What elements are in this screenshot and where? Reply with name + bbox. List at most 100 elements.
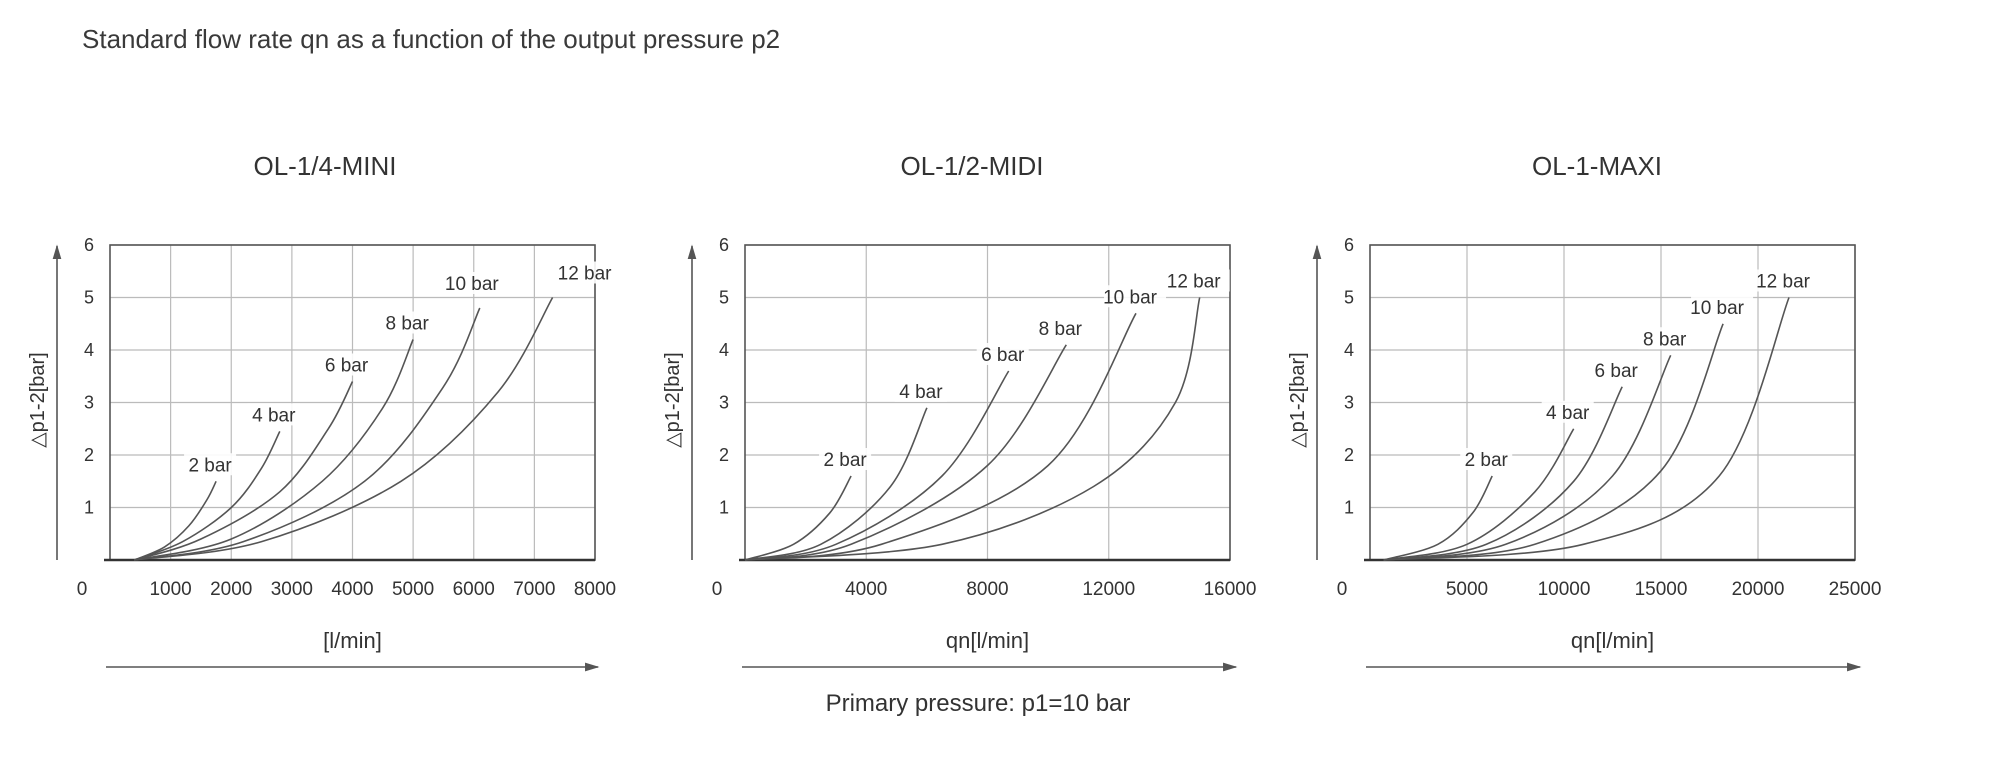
y-tick-label: 2 [84,445,94,465]
y-tick-label: 5 [719,288,729,308]
x-tick-label: 8000 [966,579,1008,600]
series-label: 2 bar [188,455,232,476]
series-label: 12 bar [558,264,613,285]
series-label: 10 bar [1103,287,1158,308]
series-label-backdrop [1638,327,1691,350]
chart-title: OL-1-MAXI [1532,151,1662,181]
series-label: 4 bar [899,382,943,403]
x-tick-label: 3000 [271,579,313,600]
y-tick-label: 3 [1344,393,1354,413]
x-tick-label: 4000 [845,579,887,600]
series-line-4-bar [1383,428,1575,561]
chart-panel-1: OL-1/4-MINI △p1-2[bar] 1 2 3 4 5 6 0 1000 2000 3000… [27,151,621,672]
chart-title: OL-1/4-MINI [253,151,396,181]
series-line-10-bar [1383,323,1724,561]
y-axis-label: △p1-2[bar] [662,352,684,447]
x-tick-label: 7000 [513,579,555,600]
series-label: 10 bar [445,274,500,295]
series-label-backdrop [1691,295,1754,318]
series-label: 6 bar [325,356,369,377]
primary-pressure-note: Primary pressure: p1=10 bar [825,690,1131,717]
y-tick-label: 2 [1344,445,1354,465]
series-line-10-bar [134,307,481,561]
series-label: 8 bar [1039,319,1083,340]
x-tick-label: 16000 [1204,579,1257,600]
x-tick-label: 0 [1337,579,1348,600]
series-line-6-bar [1383,386,1623,561]
chart-title: OL-1/2-MIDI [900,151,1043,181]
y-tick-label: 6 [719,235,729,255]
series-label-backdrop [1460,448,1513,470]
series-label: 6 bar [1595,361,1639,382]
series-label-backdrop [819,448,872,470]
series-label: 12 bar [1167,272,1222,293]
series-label: 12 bar [1756,272,1811,293]
series-label-backdrop [1034,316,1087,339]
series-line-8-bar [1383,354,1672,561]
series-label-backdrop [894,379,947,402]
y-tick-label: 3 [719,393,729,413]
series-line-12-bar [134,297,554,561]
y-tick-label: 1 [84,498,94,518]
y-tick-label: 4 [719,340,729,360]
y-tick-label: 5 [1344,288,1354,308]
series-line-12-bar [744,297,1201,561]
series-label: 6 bar [981,345,1025,366]
x-tick-label: 20000 [1732,579,1785,600]
x-tick-label: 1000 [149,579,191,600]
series-label-backdrop [1167,269,1230,292]
y-tick-label: 4 [84,340,94,360]
series-line-4-bar [134,431,281,561]
y-tick-label: 1 [719,498,729,518]
series-line-2-bar [744,475,852,561]
series-label-backdrop [247,403,300,426]
x-tick-label: 2000 [210,579,252,600]
series-label-backdrop [1590,358,1643,381]
chart-panel-2: OL-1/2-MIDI △p1-2[bar] 1 2 3 4 5 6 0 4000 8000 1200… [662,151,1257,672]
series-line-6-bar [744,370,1010,561]
series-label: 10 bar [1690,298,1745,319]
series-label-backdrop [558,261,621,284]
series-line-4-bar [744,407,928,561]
x-tick-label: 25000 [1829,579,1882,600]
series-label: 8 bar [1643,329,1687,350]
series-label-backdrop [1541,400,1594,423]
series-line-2-bar [1383,475,1493,561]
x-tick-label: 4000 [331,579,373,600]
series-label-backdrop [1757,269,1820,292]
series-line-8-bar [134,339,414,561]
x-tick-label: 15000 [1635,579,1688,600]
x-tick-label: 10000 [1538,579,1591,600]
series-label-backdrop [445,272,508,294]
x-tick-label: 8000 [574,579,616,600]
series-line-2-bar [133,480,217,561]
series-label: 2 bar [823,450,867,471]
y-tick-label: 6 [84,235,94,255]
x-tick-label: 12000 [1082,579,1135,600]
x-axis-label: qn[l/min] [946,628,1029,653]
y-tick-label: 5 [84,288,94,308]
series-label: 4 bar [1546,403,1590,424]
x-tick-label: 6000 [453,579,495,600]
y-axis-label: △p1-2[bar] [1287,352,1309,447]
x-tick-label: 5000 [392,579,434,600]
x-tick-label: 0 [712,579,723,600]
series-label-backdrop [381,311,434,334]
series-line-8-bar [744,344,1067,561]
y-tick-label: 1 [1344,498,1354,518]
x-axis-label: [l/min] [323,628,382,653]
x-tick-label: 0 [77,579,88,600]
series-line-6-bar [134,381,354,561]
series-label: 2 bar [1465,450,1509,471]
page-title: Standard flow rate qn as a function of t… [82,24,781,54]
y-axis-label: △p1-2[bar] [27,352,49,447]
y-tick-label: 2 [719,445,729,465]
y-tick-label: 4 [1344,340,1354,360]
series-label-backdrop [1104,285,1167,308]
x-axis-label: qn[l/min] [1571,628,1654,653]
series-label-backdrop [184,453,237,476]
series-label-backdrop [976,343,1029,365]
y-tick-label: 6 [1344,235,1354,255]
series-label-backdrop [320,353,373,376]
